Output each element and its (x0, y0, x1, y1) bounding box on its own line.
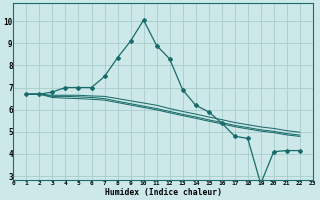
X-axis label: Humidex (Indice chaleur): Humidex (Indice chaleur) (105, 188, 221, 197)
